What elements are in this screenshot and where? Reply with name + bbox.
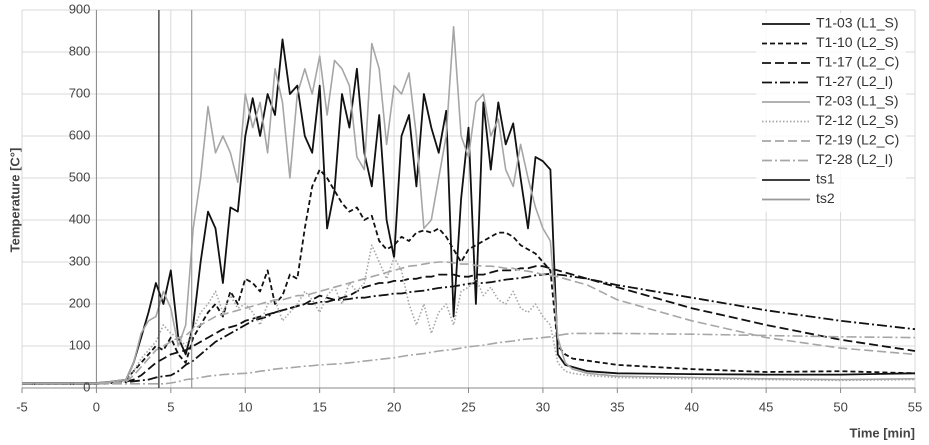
x-tick-label: 50 xyxy=(833,399,847,414)
legend-label: T2-19 (L2_C) xyxy=(816,132,899,148)
x-tick-label: 25 xyxy=(461,399,475,414)
x-tick-label: 5 xyxy=(167,399,174,414)
x-axis-title: Time [min] xyxy=(850,425,916,440)
x-tick-label: 30 xyxy=(536,399,550,414)
x-tick-label: -5 xyxy=(16,399,28,414)
y-tick-label: 200 xyxy=(69,295,91,310)
y-tick-label: 0 xyxy=(83,379,90,394)
legend-label: T1-03 (L1_S) xyxy=(816,15,898,31)
legend-label: T2-03 (L1_S) xyxy=(816,93,898,109)
legend: T1-03 (L1_S) T1-10 (L2_S) T1-17 (L2_C) T1-2… xyxy=(756,13,906,212)
y-tick-label: 900 xyxy=(69,1,91,16)
series-line xyxy=(22,261,916,385)
series-line xyxy=(22,168,916,385)
legend-label: T2-12 (L2_S) xyxy=(816,112,898,128)
legend-label: T1-17 (L2_C) xyxy=(816,54,899,70)
legend-label: T1-10 (L2_S) xyxy=(816,34,898,50)
series-line xyxy=(22,332,916,385)
y-tick-label: 500 xyxy=(69,169,91,184)
y-tick-label: 100 xyxy=(69,337,91,352)
x-tick-label: 20 xyxy=(387,399,401,414)
y-tick-label: 700 xyxy=(69,85,91,100)
x-tick-label: 55 xyxy=(908,399,922,414)
x-tick-label: 15 xyxy=(312,399,326,414)
legend-label: ts2 xyxy=(816,190,835,206)
x-tick-label: 45 xyxy=(759,399,773,414)
y-tick-label: 300 xyxy=(69,253,91,268)
x-tick-label: 35 xyxy=(610,399,624,414)
plot-lines xyxy=(22,10,916,388)
y-tick-label: 800 xyxy=(69,43,91,58)
y-tick-label: 400 xyxy=(69,211,91,226)
legend-box xyxy=(756,13,906,212)
ticks: 0 100 200 300 400 500 600 700 800 900 -5 0 5 10 15 20 25… xyxy=(16,1,922,414)
x-tick-label: 10 xyxy=(238,399,252,414)
y-tick-label: 600 xyxy=(69,127,91,142)
series-line xyxy=(22,265,916,385)
legend-label: T2-28 (L2_I) xyxy=(816,151,893,167)
x-tick-label: 40 xyxy=(685,399,699,414)
legend-label: ts1 xyxy=(816,171,835,187)
legend-label: T1-27 (L2_I) xyxy=(816,73,893,89)
y-axis-title: Temperature [C°] xyxy=(7,148,22,253)
series-line xyxy=(22,26,916,384)
x-tick-label: 0 xyxy=(93,399,100,414)
